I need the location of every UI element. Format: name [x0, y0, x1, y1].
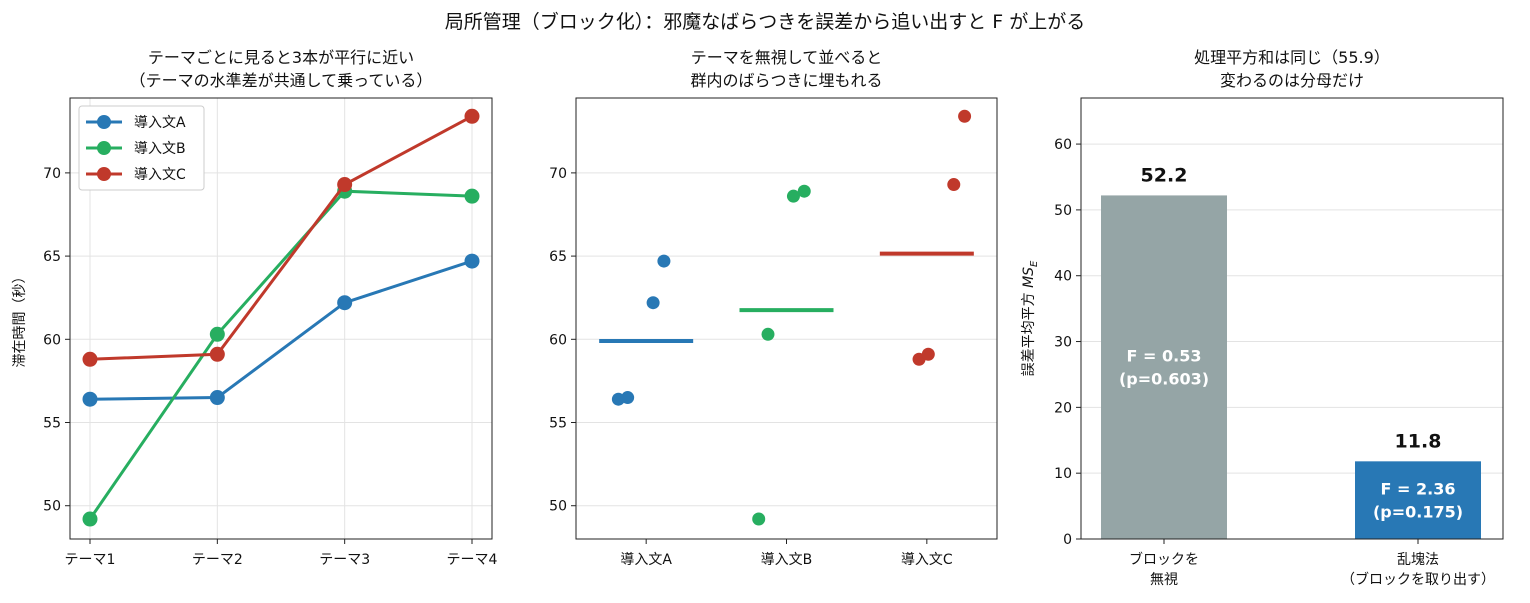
- figure-title: 局所管理（ブロック化）：邪魔なばらつきを誤差から追い出すと F が上がる: [445, 10, 1086, 33]
- data-point: [209, 326, 225, 342]
- bar: [1355, 461, 1481, 539]
- y-tick-label: 10: [1054, 466, 1072, 482]
- y-tick-label: 55: [43, 416, 61, 432]
- series-line: [89, 259, 473, 401]
- legend-marker: [97, 167, 111, 181]
- y-tick-label: 50: [1054, 203, 1072, 219]
- data-point: [209, 390, 225, 406]
- series-line: [88, 189, 473, 520]
- y-axis-label: 滞在時間（秒）: [12, 270, 28, 368]
- y-tick-label: 30: [1054, 335, 1072, 351]
- data-point: [958, 109, 972, 123]
- x-tick-label: 無視: [1150, 572, 1178, 588]
- y-tick-label: 0: [1063, 532, 1072, 548]
- x-tick-label: テーマ2: [192, 552, 243, 568]
- bar-f-label: F = 0.53: [1127, 347, 1202, 366]
- data-point: [621, 391, 635, 405]
- line-chart-panel: 50 55 60 65 70 テーマごとに見ると3本が平行に近い （テーマの水準差が共通して…: [12, 48, 498, 568]
- x-tick-label: テーマ4: [447, 552, 498, 568]
- data-point: [786, 189, 800, 203]
- data-point: [646, 296, 660, 310]
- x-tick-label: 導入文A: [620, 552, 672, 568]
- data-point: [82, 391, 98, 407]
- panel-title: 群内のばらつきに埋もれる: [690, 71, 882, 90]
- legend-marker: [97, 141, 111, 155]
- data-point: [337, 177, 353, 193]
- y-tick-label: 20: [1054, 400, 1072, 416]
- bar-f-label: (p=0.175): [1373, 503, 1463, 522]
- data-point: [797, 184, 811, 198]
- x-tick-label: テーマ1: [65, 552, 116, 568]
- axes-frame: [1080, 97, 1504, 540]
- axes-frame: [575, 97, 998, 540]
- panel-title: 処理平方和は同じ（55.9）: [1194, 48, 1390, 67]
- data-point: [82, 351, 98, 367]
- y-tick-label: 70: [549, 166, 567, 182]
- y-tick-label: 65: [549, 249, 567, 265]
- bar-f-label: F = 2.36: [1381, 480, 1456, 499]
- legend-label: 導入文C: [134, 167, 186, 183]
- x-tick-label: 乱塊法: [1397, 552, 1439, 568]
- data-point: [209, 346, 225, 362]
- x-tick-label: ブロックを: [1129, 551, 1199, 568]
- y-tick-label: 60: [43, 332, 61, 348]
- y-tick-label: 40: [1054, 269, 1072, 285]
- legend-label: 導入文A: [134, 115, 186, 131]
- bar-value-label: 11.8: [1395, 430, 1442, 452]
- legend-label: 導入文B: [134, 141, 186, 157]
- legend-marker: [97, 115, 111, 129]
- data-point: [82, 511, 98, 527]
- x-tick-label: テーマ3: [319, 552, 370, 568]
- data-point: [464, 188, 480, 204]
- bar-value-label: 52.2: [1141, 164, 1188, 186]
- data-point: [947, 178, 961, 192]
- data-point: [464, 253, 480, 269]
- legend-box: [78, 105, 205, 191]
- y-tick-label: 60: [1054, 137, 1072, 153]
- bar: [1101, 195, 1227, 540]
- x-tick-label: 導入文C: [901, 552, 953, 568]
- y-tick-label: 65: [43, 249, 61, 265]
- x-tick-label: （ブロックを取り出す）: [1341, 571, 1495, 588]
- y-tick-label: 50: [43, 499, 61, 515]
- y-tick-label: 50: [549, 499, 567, 515]
- legend: 導入文A 導入文B 導入文C: [78, 105, 205, 191]
- y-axis-label: 誤差平均平方 MSE: [1021, 260, 1040, 376]
- data-point: [752, 512, 766, 526]
- panel-title: （テーマの水準差が共通して乗っている）: [130, 71, 433, 90]
- x-tick-label: 導入文B: [761, 552, 813, 568]
- y-tick-label: 70: [43, 166, 61, 182]
- panel-title: テーマごとに見ると3本が平行に近い: [148, 48, 414, 67]
- bar-chart-panel: 0 10 20 30 40 50 60 処理平方和は同じ（55.9） 変わるのは分母だけ 52.2…: [1021, 48, 1504, 588]
- data-point: [337, 295, 353, 311]
- panel-title: テーマを無視して並べると: [691, 48, 883, 67]
- series-line: [89, 114, 473, 361]
- y-tick-label: 55: [549, 416, 567, 432]
- panel-title: 変わるのは分母だけ: [1220, 71, 1364, 90]
- data-point: [657, 254, 671, 268]
- data-point: [464, 108, 480, 124]
- axes-frame: [69, 97, 493, 540]
- data-point: [921, 347, 935, 361]
- bar-f-label: (p=0.603): [1119, 370, 1209, 389]
- y-tick-label: 60: [549, 332, 567, 348]
- data-point: [761, 327, 775, 341]
